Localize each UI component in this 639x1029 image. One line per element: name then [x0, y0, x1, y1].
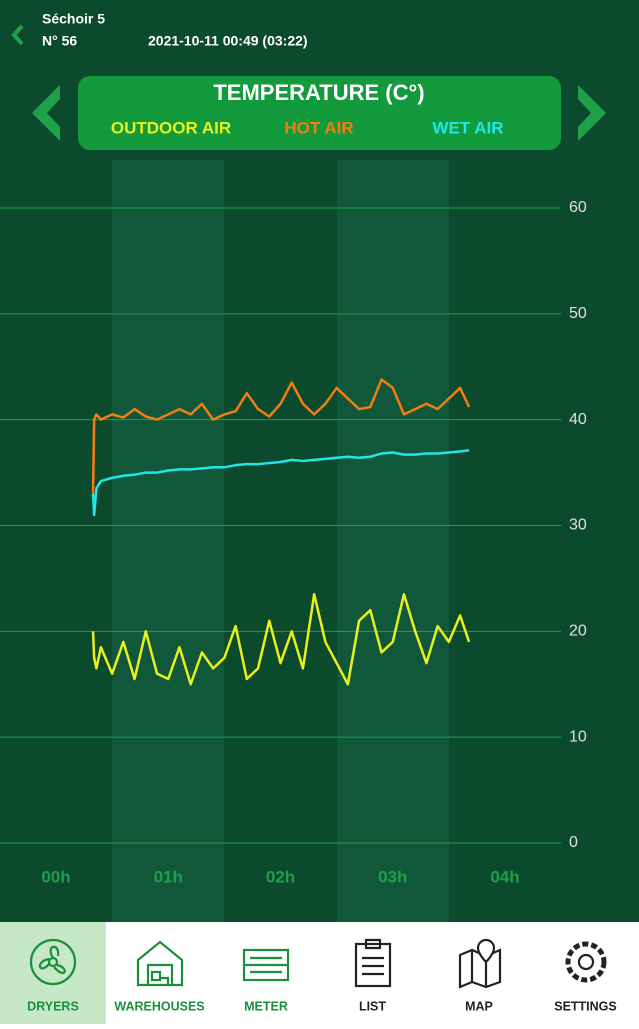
nav-label[interactable]: LIST	[359, 999, 386, 1013]
x-tick-label: 01h	[154, 867, 183, 886]
band	[112, 160, 224, 922]
y-tick-label: 0	[569, 834, 578, 851]
nav-label[interactable]: SETTINGS	[554, 999, 617, 1013]
y-tick-label: 20	[569, 623, 587, 640]
data-line	[91, 593, 471, 686]
data-line	[91, 449, 470, 517]
band	[337, 160, 449, 922]
dryer-name: Séchoir 5	[42, 11, 105, 27]
icon-list	[354, 942, 392, 988]
y-tick-label: 40	[569, 411, 587, 428]
x-tick-label: 04h	[490, 867, 519, 886]
x-tick-label: 00h	[41, 867, 70, 886]
nav-label[interactable]: MAP	[465, 999, 493, 1013]
icon-settings-hub	[577, 953, 595, 971]
title-banner	[78, 76, 561, 150]
icon-warehouses	[136, 940, 184, 987]
background	[0, 0, 639, 922]
icon-dryers	[29, 938, 77, 986]
y-tick-label: 60	[569, 199, 587, 216]
dryer-number: N° 56	[42, 33, 77, 49]
y-tick-label: 30	[569, 517, 587, 534]
prev-arrow[interactable]	[32, 85, 60, 141]
x-tick-label: 03h	[378, 867, 407, 886]
next-arrow[interactable]	[578, 85, 606, 141]
chart-title: TEMPERATURE (C°)	[213, 80, 424, 105]
datetime: 2021-10-11 00:49 (03:22)	[148, 33, 308, 49]
x-tick-label: 02h	[266, 867, 295, 886]
back-button[interactable]	[11, 24, 24, 46]
nav-label[interactable]: METER	[244, 999, 288, 1013]
nav-label[interactable]: WAREHOUSES	[114, 999, 204, 1013]
y-tick-label: 10	[569, 728, 587, 745]
nav-bar	[0, 922, 639, 1024]
legend-entry: HOT AIR	[284, 118, 353, 137]
icon-map-pin	[476, 938, 496, 964]
icon-meter-lines	[244, 956, 288, 974]
legend-entry: WET AIR	[432, 118, 503, 137]
icon-settings	[565, 941, 607, 983]
icon-dryers-blades	[38, 945, 66, 974]
nav-icons	[29, 938, 607, 989]
legend-entry: OUTDOOR AIR	[111, 118, 231, 137]
nav-label[interactable]: DRYERS	[27, 999, 79, 1013]
icon-list-lines	[362, 938, 384, 976]
data-line	[91, 378, 471, 494]
y-tick-label: 50	[569, 305, 587, 322]
